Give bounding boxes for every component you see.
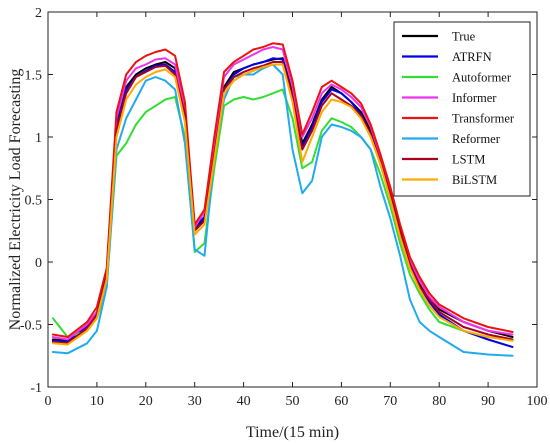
y-tick-label: 1 [35,131,42,146]
y-tick-label: 1.5 [25,69,43,84]
series-line-autoformer [51,88,514,341]
series-line-lstm [51,61,514,345]
series-line-bilstm [51,63,514,346]
y-axis-label: Normalized Electricity Load Forecasting [7,69,24,331]
series-layer [51,42,514,357]
x-tick-label: 0 [45,394,52,409]
series-line-transformer [51,42,514,338]
x-tick-label: 30 [188,394,202,409]
x-tick-label: 70 [383,394,397,409]
x-tick-label: 50 [286,394,300,409]
y-tick-label: -0.5 [20,319,42,334]
axes: 0 10 20 30 40 50 60 70 80 90 100 -1 -0.5 0 0.5 1 1.5 2 [20,6,548,409]
legend-label-lstm: LSTM [452,153,485,167]
x-tick-label: 60 [334,394,348,409]
legend-label-reformer: Reformer [452,132,501,146]
x-tick-label: 20 [139,394,153,409]
y-tick-label: 2 [35,6,42,21]
legend-label-autoformer: Autoformer [452,71,512,85]
legend-label-true: True [452,30,476,44]
y-tick-label: 0 [35,256,42,271]
y-tick-label: 0.5 [25,194,43,209]
x-axis-label: Time/(15 min) [246,424,339,441]
y-tick-label: -1 [30,381,42,396]
x-tick-label: 10 [90,394,104,409]
legend: True ATRFN Autoformer Informer Transformer Re… [393,21,531,197]
legend-label-bilstm: BiLSTM [452,173,497,187]
x-tick-label: 40 [237,394,251,409]
legend-box [393,21,531,197]
legend-label-atrfn: ATRFN [452,50,492,64]
x-tick-label: 90 [481,394,495,409]
legend-label-transformer: Transformer [452,112,515,126]
x-tick-label: 80 [432,394,446,409]
x-tick-label: 100 [527,394,548,409]
legend-label-informer: Informer [452,91,497,105]
